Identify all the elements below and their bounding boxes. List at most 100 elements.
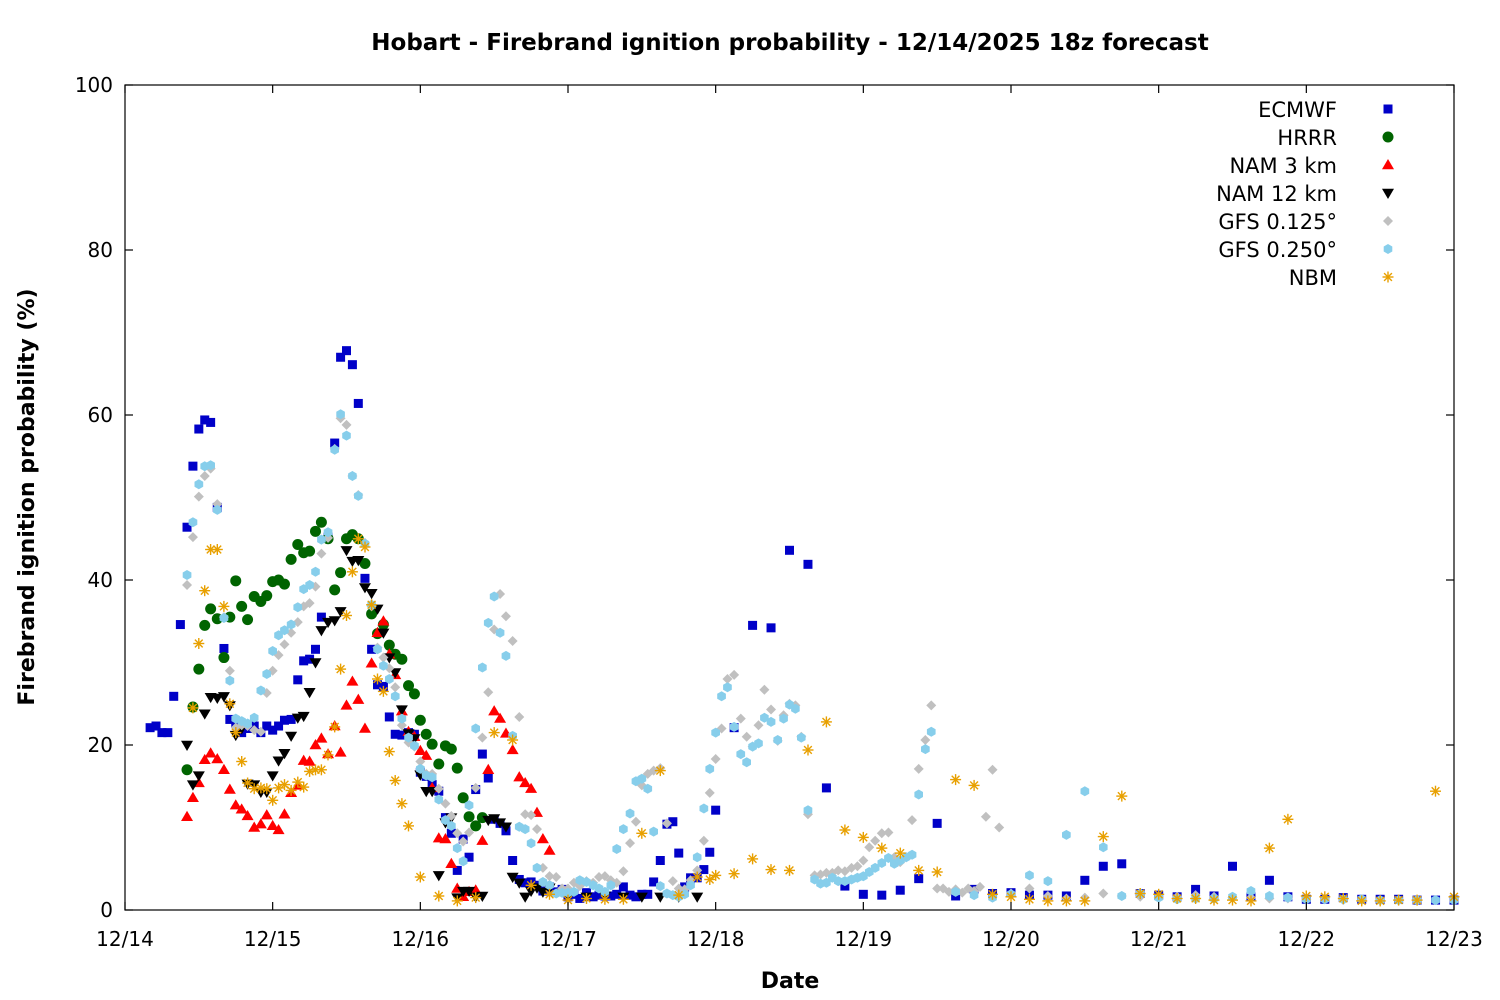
data-point bbox=[803, 805, 813, 816]
data-point bbox=[396, 720, 407, 731]
data-point bbox=[279, 639, 290, 650]
data-point bbox=[654, 765, 666, 777]
x-tick-label: 12/14 bbox=[96, 927, 154, 951]
data-point bbox=[316, 612, 326, 622]
data-point bbox=[741, 731, 752, 742]
data-point bbox=[1043, 876, 1053, 887]
data-point bbox=[482, 763, 495, 774]
data-point bbox=[359, 558, 371, 569]
data-point bbox=[858, 855, 869, 866]
data-point bbox=[520, 878, 530, 888]
data-point bbox=[926, 700, 937, 711]
data-point bbox=[206, 417, 216, 427]
data-point bbox=[1099, 842, 1108, 853]
data-point bbox=[182, 522, 192, 532]
data-point bbox=[877, 890, 887, 900]
data-point bbox=[218, 600, 230, 612]
data-point bbox=[1264, 875, 1274, 885]
data-point bbox=[445, 743, 457, 755]
data-point bbox=[311, 566, 320, 577]
data-point bbox=[305, 580, 314, 590]
data-point bbox=[606, 891, 616, 901]
data-point bbox=[635, 892, 648, 903]
data-point bbox=[1319, 891, 1331, 903]
data-point bbox=[452, 828, 463, 839]
data-point bbox=[483, 687, 494, 698]
data-point bbox=[488, 727, 500, 739]
data-point bbox=[1208, 894, 1220, 906]
y-tick-label: 0 bbox=[100, 898, 113, 922]
data-point bbox=[416, 763, 425, 774]
data-point bbox=[219, 643, 229, 653]
data-point bbox=[494, 712, 507, 723]
data-point bbox=[625, 890, 635, 900]
data-point bbox=[457, 792, 469, 804]
data-point bbox=[599, 893, 611, 905]
data-point bbox=[192, 771, 205, 782]
data-point bbox=[508, 856, 518, 865]
data-point bbox=[315, 626, 328, 637]
data-point bbox=[876, 828, 887, 839]
data-point bbox=[501, 650, 511, 661]
data-point bbox=[803, 559, 813, 569]
series-nam-3-km bbox=[181, 615, 556, 901]
data-point bbox=[950, 774, 962, 786]
data-point bbox=[754, 738, 763, 749]
data-point bbox=[870, 835, 881, 846]
data-point bbox=[188, 517, 198, 528]
data-point bbox=[299, 656, 309, 666]
legend-label-nbm: NBM bbox=[1289, 266, 1337, 290]
data-point bbox=[278, 749, 291, 760]
data-point bbox=[367, 644, 377, 654]
data-point bbox=[625, 838, 636, 849]
data-point bbox=[470, 782, 481, 793]
data-point bbox=[383, 639, 395, 651]
data-point bbox=[464, 852, 474, 862]
data-point bbox=[545, 880, 554, 891]
data-point bbox=[864, 842, 875, 853]
data-point bbox=[187, 702, 199, 714]
data-point bbox=[704, 787, 715, 798]
data-point bbox=[513, 878, 526, 889]
data-point bbox=[255, 782, 267, 794]
legend-marker-gfs-0-250 bbox=[1383, 244, 1393, 254]
data-point bbox=[293, 675, 303, 685]
data-point bbox=[395, 705, 408, 716]
data-point bbox=[305, 654, 315, 664]
data-point bbox=[926, 726, 936, 737]
data-point bbox=[471, 723, 480, 734]
data-point bbox=[1097, 831, 1109, 843]
data-point bbox=[433, 783, 444, 794]
y-axis-label: Firebrand ignition probability (%) bbox=[15, 288, 40, 705]
data-point bbox=[383, 746, 395, 758]
data-point bbox=[852, 861, 863, 872]
data-point bbox=[464, 800, 474, 811]
data-point bbox=[346, 675, 359, 686]
data-point bbox=[145, 723, 155, 733]
data-point bbox=[858, 889, 868, 899]
legend-label-nam-12-km: NAM 12 km bbox=[1216, 182, 1337, 206]
data-point bbox=[341, 419, 352, 430]
data-point bbox=[536, 833, 549, 844]
legend-marker-gfs-0-125 bbox=[1383, 216, 1393, 226]
data-point bbox=[766, 704, 777, 715]
data-point bbox=[907, 849, 917, 860]
data-point bbox=[820, 716, 832, 728]
data-point bbox=[536, 887, 549, 898]
y-tick-label: 60 bbox=[88, 403, 113, 427]
data-point bbox=[403, 680, 415, 692]
data-point bbox=[432, 871, 445, 882]
data-point bbox=[1411, 894, 1423, 906]
data-point bbox=[204, 747, 217, 758]
data-point bbox=[525, 879, 537, 891]
data-point bbox=[322, 749, 334, 761]
data-point bbox=[272, 823, 285, 835]
data-point bbox=[463, 886, 476, 898]
data-point bbox=[980, 811, 991, 822]
data-point bbox=[748, 620, 758, 630]
data-point bbox=[1117, 859, 1127, 869]
data-point bbox=[500, 611, 511, 622]
data-point bbox=[315, 516, 327, 528]
data-point bbox=[575, 893, 585, 903]
y-tick-label: 20 bbox=[88, 733, 113, 757]
